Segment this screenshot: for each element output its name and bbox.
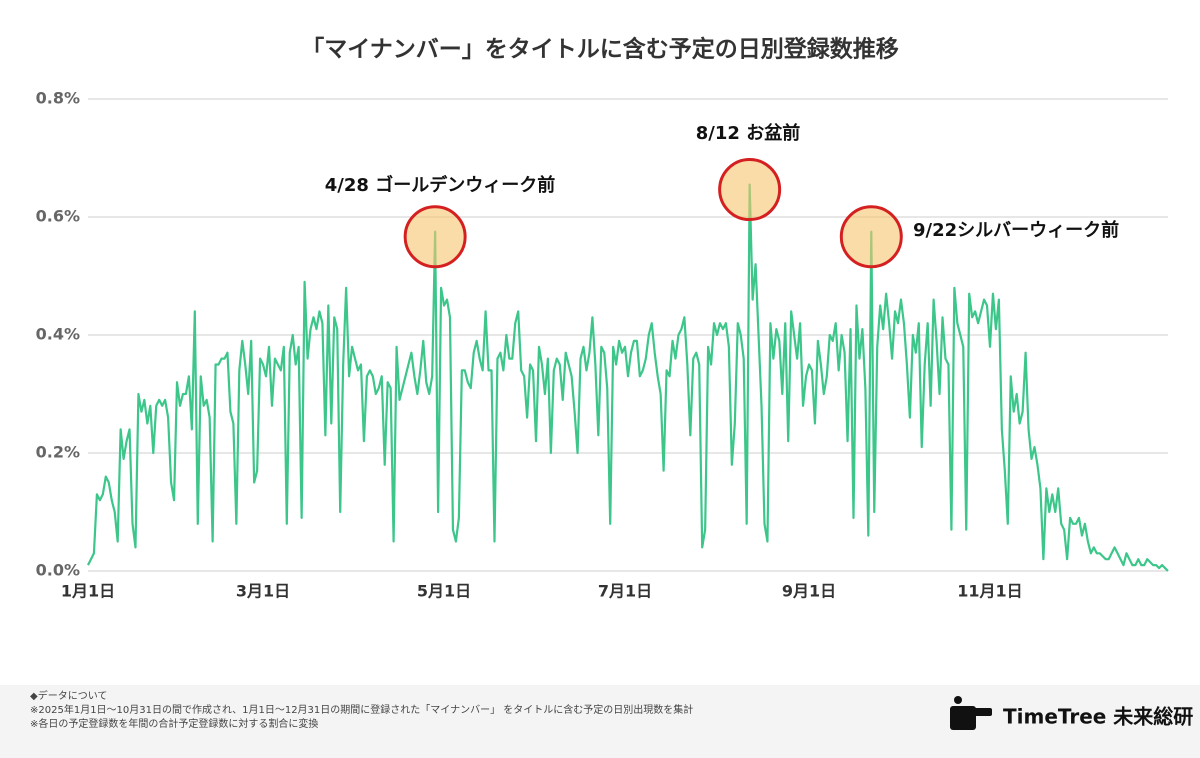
brand: TimeTree 未来総研	[1003, 705, 1193, 729]
note: ◆データについて	[30, 689, 107, 702]
note: ※各日の予定登録数を年間の合計予定登録数に対する割合に変換	[30, 717, 318, 730]
annotation: 8/12 お盆前	[696, 122, 800, 144]
footer-bg	[0, 685, 1200, 758]
chart-title: 「マイナンバー」をタイトルに含む予定の日別登録数推移	[301, 36, 899, 63]
highlight-circle	[403, 205, 467, 269]
x-tick-label: 1月1日	[61, 582, 115, 601]
x-tick-label: 11月1日	[957, 582, 1022, 601]
y-tick-label: 0.0%	[36, 561, 80, 580]
data-line	[87, 183, 1169, 572]
annotation: 4/28 ゴールデンウィーク前	[325, 174, 555, 196]
highlight-circle	[718, 158, 782, 222]
y-tick-label: 0.2%	[36, 443, 80, 462]
x-tick-label: 5月1日	[417, 582, 471, 601]
y-tick-label: 0.4%	[36, 325, 80, 344]
highlight-circle	[839, 205, 903, 269]
annotation: 9/22シルバーウィーク前	[913, 219, 1119, 241]
logo-icon	[950, 696, 992, 730]
y-tick-label: 0.6%	[36, 207, 80, 226]
x-tick-label: 9月1日	[782, 582, 836, 601]
note: ※2025年1月1日〜10月31日の間で作成され、1月1日〜12月31日の期間に…	[30, 703, 693, 716]
x-tick-label: 3月1日	[236, 582, 290, 601]
x-tick-label: 7月1日	[598, 582, 652, 601]
y-tick-label: 0.8%	[36, 89, 80, 108]
